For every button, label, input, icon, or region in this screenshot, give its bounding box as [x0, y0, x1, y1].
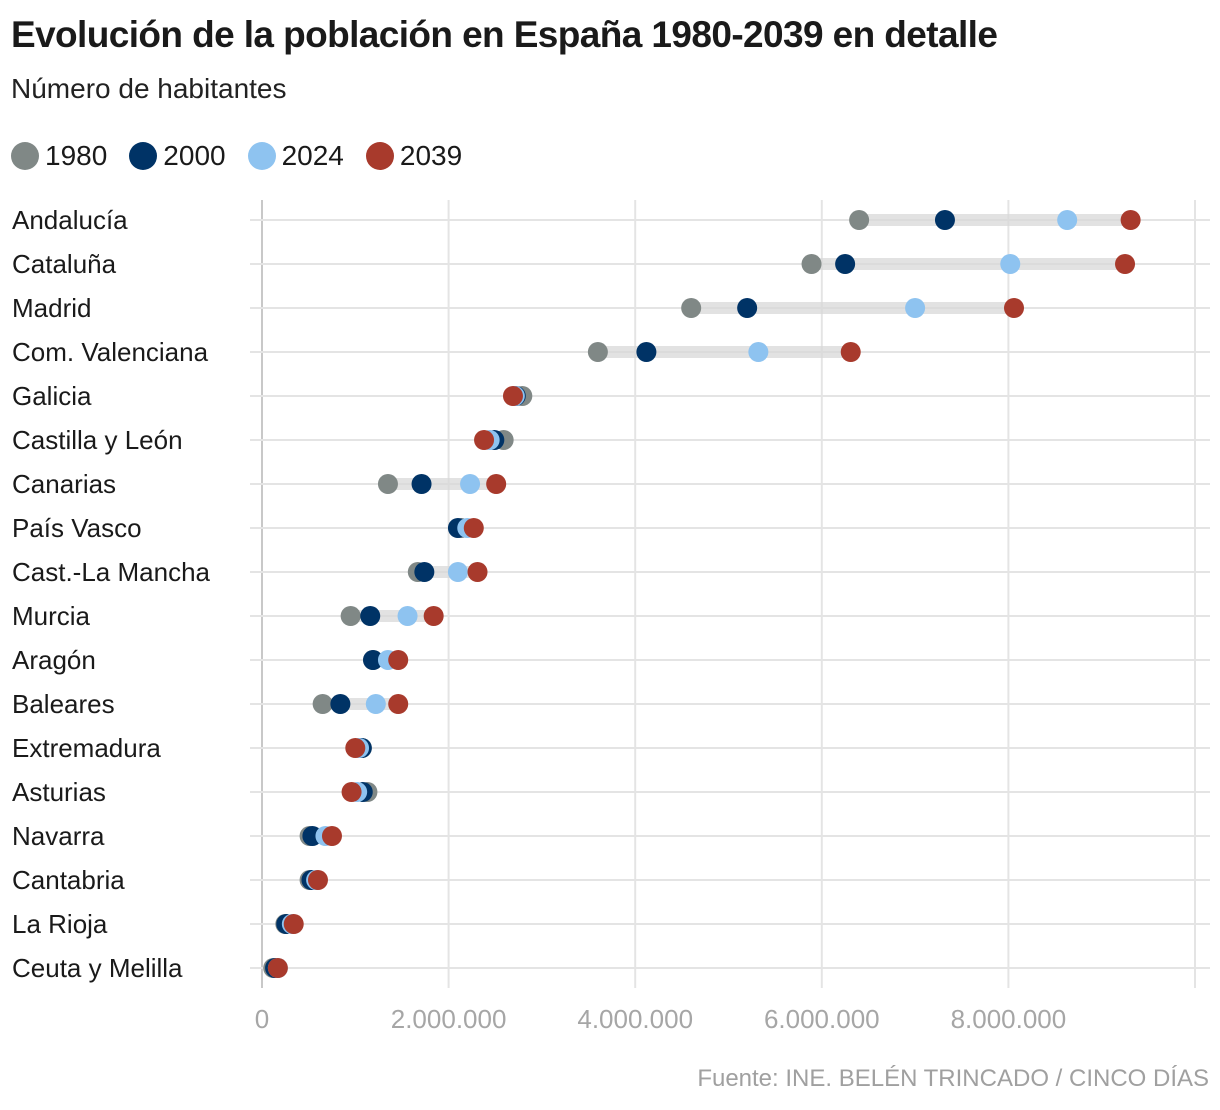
- category-label: Ceuta y Melilla: [12, 953, 183, 983]
- point-2024: [748, 342, 769, 362]
- point-2039: [283, 914, 304, 934]
- category-label: La Rioja: [12, 909, 108, 939]
- point-1980: [377, 474, 398, 494]
- point-2039: [840, 342, 861, 362]
- legend: 1980 2000 2024 2039: [11, 140, 484, 172]
- point-2039: [474, 430, 495, 450]
- category-label: Navarra: [12, 821, 105, 851]
- legend-item-2039: 2039: [365, 140, 463, 172]
- source-note: Fuente: INE. BELÉN TRINCADO / CINCO DÍAS: [697, 1065, 1209, 1092]
- point-2039: [341, 782, 362, 802]
- point-1980: [849, 210, 870, 230]
- point-2024: [905, 298, 926, 318]
- point-2039: [307, 870, 328, 890]
- chart-title: Evolución de la población en España 1980…: [11, 14, 998, 55]
- category-label: Cataluña: [12, 249, 117, 279]
- point-2000: [411, 474, 432, 494]
- point-2024: [365, 694, 386, 714]
- point-2039: [321, 826, 342, 846]
- point-2000: [360, 606, 381, 626]
- point-1980: [312, 694, 333, 714]
- point-2039: [1120, 210, 1141, 230]
- legend-label-2039: 2039: [399, 140, 463, 171]
- category-label: Andalucía: [12, 205, 128, 235]
- category-label: País Vasco: [12, 513, 142, 543]
- legend-label-1980: 1980: [45, 140, 108, 171]
- point-2039: [423, 606, 444, 626]
- x-tick-label: 2.000.000: [391, 1004, 507, 1034]
- legend-item-2000: 2000: [129, 140, 226, 172]
- point-2024: [460, 474, 481, 494]
- category-label: Madrid: [12, 293, 91, 323]
- category-label: Galicia: [12, 381, 92, 411]
- point-2000: [737, 298, 758, 318]
- point-2039: [502, 386, 523, 406]
- point-2039: [1003, 298, 1024, 318]
- legend-swatch-2024: [247, 142, 276, 170]
- legend-swatch-2039: [365, 142, 394, 170]
- category-label: Canarias: [12, 469, 116, 499]
- category-label: Com. Valenciana: [12, 337, 209, 367]
- category-label: Murcia: [12, 601, 91, 631]
- point-2024: [1057, 210, 1078, 230]
- point-2000: [330, 694, 351, 714]
- category-label: Baleares: [12, 689, 115, 719]
- range-bars: [273, 214, 1131, 974]
- dumbbell-chart: Andalucía Cataluña Madrid Com. Valenciana Ga…: [12, 200, 1210, 1034]
- point-1980: [681, 298, 702, 318]
- point-2039: [467, 562, 488, 582]
- point-2000: [934, 210, 955, 230]
- point-2000: [363, 650, 384, 670]
- point-2039: [345, 738, 366, 758]
- category-label: Extremadura: [12, 733, 161, 763]
- legend-label-2024: 2024: [281, 140, 344, 171]
- legend-item-2024: 2024: [247, 140, 344, 172]
- point-2000: [835, 254, 856, 274]
- point-2024: [1000, 254, 1021, 274]
- x-tick-label: 4.000.000: [577, 1004, 693, 1034]
- point-1980: [801, 254, 822, 274]
- point-2024: [447, 562, 468, 582]
- point-2039: [463, 518, 484, 538]
- point-2024: [397, 606, 418, 626]
- data-points: [263, 210, 1141, 978]
- point-2039: [388, 694, 409, 714]
- legend-swatch-2000: [129, 142, 158, 170]
- category-label: Cast.-La Mancha: [12, 557, 211, 587]
- category-label: Cantabria: [12, 865, 125, 895]
- point-2039: [388, 650, 409, 670]
- point-2000: [414, 562, 435, 582]
- legend-item-1980: 1980: [11, 140, 107, 172]
- point-1980: [340, 606, 361, 626]
- x-tick-label: 8.000.000: [951, 1004, 1067, 1034]
- legend-swatch-1980: [11, 142, 39, 170]
- point-2000: [636, 342, 657, 362]
- chart-subtitle: Número de habitantes: [11, 73, 287, 104]
- x-axis-ticks: 0 2.000.000 4.000.000 6.000.000 8.000.000: [255, 1004, 1066, 1034]
- category-label: Castilla y León: [12, 425, 183, 455]
- point-2039: [1115, 254, 1136, 274]
- x-tick-label: 6.000.000: [764, 1004, 880, 1034]
- grid: [250, 200, 1210, 988]
- legend-label-2000: 2000: [163, 140, 226, 171]
- category-label: Asturias: [12, 777, 106, 807]
- point-2039: [267, 958, 288, 978]
- category-labels: Andalucía Cataluña Madrid Com. Valenciana Ga…: [12, 205, 211, 983]
- point-1980: [587, 342, 608, 362]
- x-tick-label: 0: [255, 1004, 269, 1034]
- category-label: Aragón: [12, 645, 96, 675]
- point-2039: [486, 474, 507, 494]
